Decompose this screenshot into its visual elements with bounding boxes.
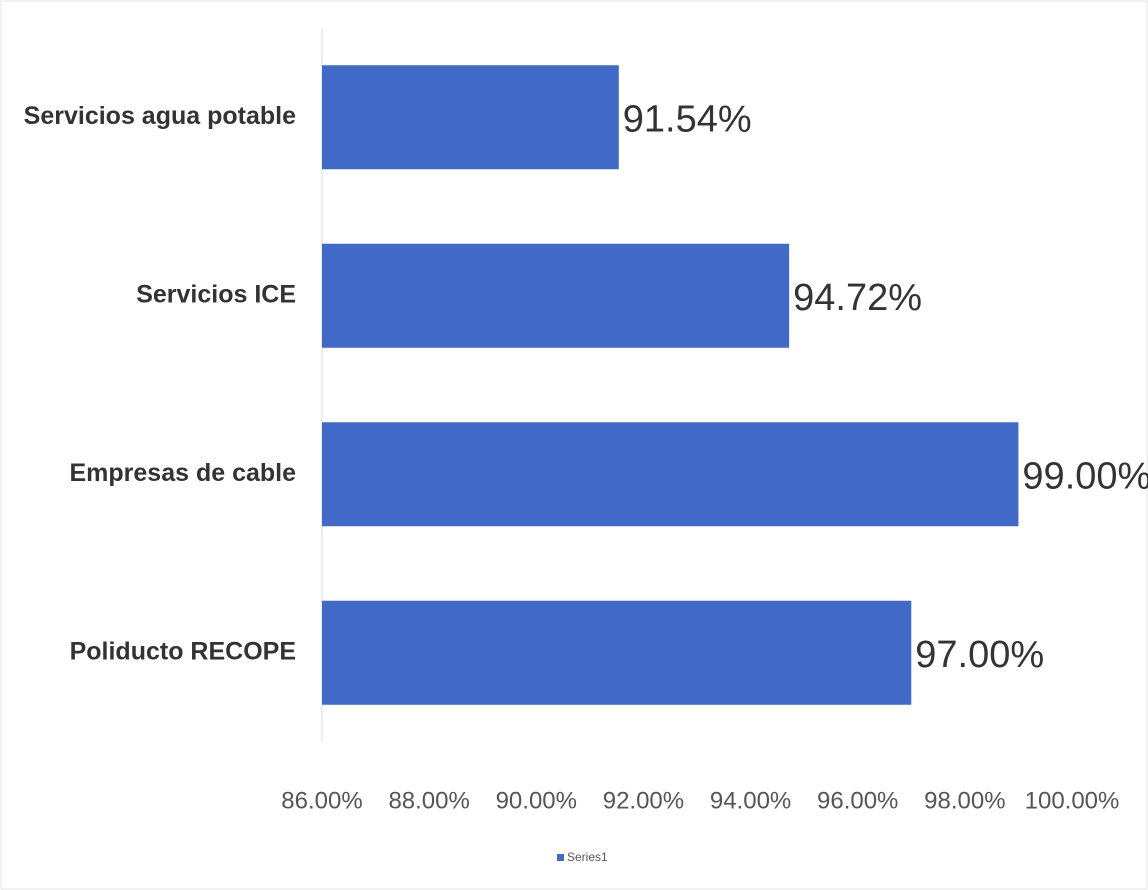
- x-tick-label: 94.00%: [710, 787, 791, 814]
- bar: [322, 243, 790, 348]
- x-tick-label: 90.00%: [496, 787, 577, 814]
- bar: [322, 422, 1019, 527]
- y-tick-label: Poliducto RECOPE: [70, 637, 296, 665]
- x-tick-label: 96.00%: [817, 787, 898, 814]
- data-label: 94.72%: [793, 277, 922, 319]
- x-tick-label: 92.00%: [603, 787, 684, 814]
- bar: [322, 65, 619, 170]
- y-tick-label: Servicios agua potable: [24, 102, 296, 130]
- y-tick-label: Empresas de cable: [69, 459, 296, 487]
- legend-label: Series1: [567, 850, 608, 864]
- bar: [322, 600, 912, 705]
- x-tick-label: 100.00%: [1025, 787, 1120, 814]
- data-label: 91.54%: [623, 98, 752, 140]
- x-tick-label: 86.00%: [281, 787, 362, 814]
- x-tick-label: 98.00%: [924, 787, 1005, 814]
- data-label: 99.00%: [1022, 455, 1148, 497]
- x-tick-label: 88.00%: [388, 787, 469, 814]
- data-label: 97.00%: [915, 634, 1044, 676]
- y-tick-label: Servicios ICE: [136, 280, 296, 308]
- legend-swatch: [557, 854, 564, 861]
